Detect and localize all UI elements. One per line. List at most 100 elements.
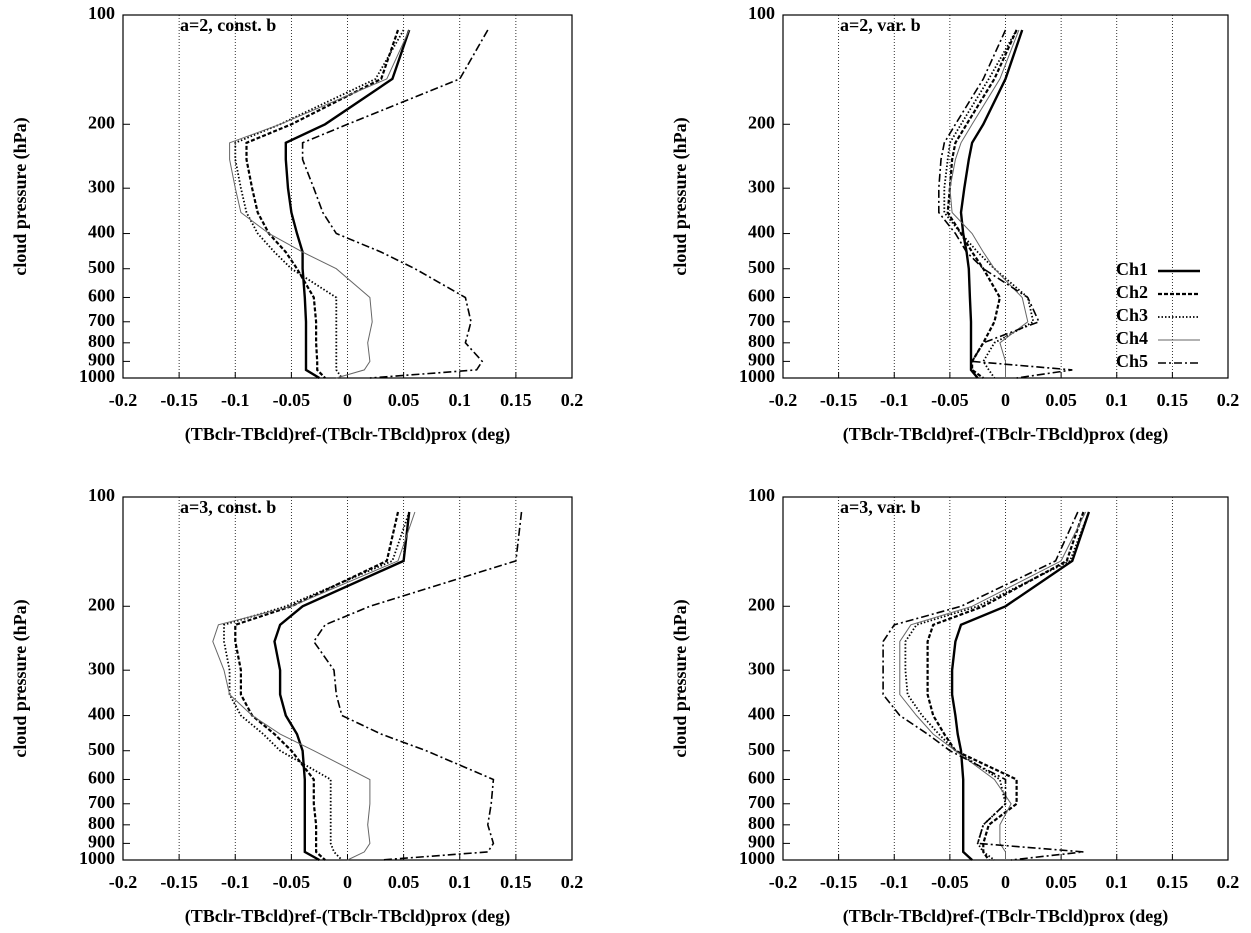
y-tick-label: 900 — [88, 832, 115, 852]
x-tick-label: 0.2 — [561, 390, 584, 410]
y-axis-label: cloud pressure (hPa) — [10, 599, 31, 757]
y-axis-label: cloud pressure (hPa) — [670, 599, 691, 757]
x-tick-label: 0.15 — [1157, 390, 1189, 410]
series-line — [959, 29, 1024, 379]
series-line — [284, 29, 411, 380]
x-tick-label: -0.15 — [160, 390, 198, 410]
x-tick-label: 0.05 — [388, 872, 420, 892]
legend-label: Ch2 — [1116, 282, 1148, 302]
plot-frame — [122, 14, 573, 379]
y-tick-label: 1000 — [739, 848, 775, 868]
y-tick-label: 600 — [88, 768, 115, 788]
x-tick-label: 0.2 — [1217, 390, 1240, 410]
series-line — [938, 29, 1073, 379]
annotation: a=2, const. b — [180, 15, 276, 35]
series-line — [301, 29, 489, 379]
y-tick-label: 700 — [748, 792, 775, 812]
y-tick-label: 600 — [748, 768, 775, 788]
series-line — [950, 511, 1091, 861]
y-tick-label: 100 — [88, 485, 115, 505]
y-tick-label: 700 — [88, 792, 115, 812]
series-line — [229, 29, 410, 379]
series-line — [234, 29, 405, 379]
x-tick-label: -0.05 — [273, 872, 311, 892]
series-line — [273, 511, 411, 862]
series-line — [949, 29, 1029, 378]
x-tick-label: -0.1 — [880, 390, 909, 410]
x-axis-label: (TBclr-TBcld)ref-(TBclr-TBcld)prox (deg) — [185, 424, 510, 445]
y-tick-label: 800 — [748, 813, 775, 833]
x-tick-label: -0.1 — [221, 390, 250, 410]
x-tick-label: 0.1 — [1106, 872, 1129, 892]
annotation: a=3, const. b — [180, 497, 276, 517]
legend-label: Ch5 — [1116, 351, 1148, 371]
x-tick-label: -0.2 — [109, 872, 138, 892]
series-line — [943, 29, 1035, 379]
y-tick-label: 300 — [748, 176, 775, 196]
y-tick-label: 200 — [748, 112, 775, 132]
x-tick-label: 0.1 — [449, 390, 472, 410]
x-tick-label: 0.1 — [449, 872, 472, 892]
x-tick-label: 0 — [1001, 390, 1010, 410]
x-tick-label: -0.05 — [931, 390, 969, 410]
x-tick-label: 0.15 — [500, 390, 532, 410]
x-tick-label: -0.05 — [273, 390, 311, 410]
y-tick-label: 700 — [88, 310, 115, 330]
x-tick-label: -0.1 — [880, 872, 909, 892]
x-tick-label: -0.2 — [109, 390, 138, 410]
y-tick-label: 500 — [88, 257, 115, 277]
y-tick-label: 300 — [748, 658, 775, 678]
x-tick-label: 0 — [343, 390, 352, 410]
y-tick-label: 400 — [88, 222, 115, 242]
x-tick-label: 0 — [343, 872, 352, 892]
legend-label: Ch1 — [1116, 259, 1148, 279]
y-tick-label: 800 — [88, 331, 115, 351]
x-tick-label: -0.2 — [769, 390, 798, 410]
y-tick-label: 300 — [88, 176, 115, 196]
y-tick-label: 600 — [88, 286, 115, 306]
x-tick-label: -0.1 — [221, 872, 250, 892]
series-line — [904, 511, 1090, 861]
x-tick-label: 0.2 — [561, 872, 584, 892]
y-tick-label: 1000 — [79, 366, 115, 386]
y-tick-label: 500 — [88, 739, 115, 759]
y-tick-label: 800 — [88, 813, 115, 833]
x-tick-label: -0.15 — [820, 872, 858, 892]
y-tick-label: 500 — [748, 739, 775, 759]
series-line — [926, 511, 1085, 861]
y-tick-label: 100 — [748, 3, 775, 23]
x-tick-label: 0.2 — [1217, 872, 1240, 892]
y-tick-label: 500 — [748, 257, 775, 277]
y-tick-label: 400 — [88, 704, 115, 724]
y-tick-label: 200 — [748, 594, 775, 614]
y-tick-label: 400 — [748, 222, 775, 242]
y-tick-label: 100 — [88, 3, 115, 23]
x-tick-label: -0.05 — [931, 872, 969, 892]
y-axis-label: cloud pressure (hPa) — [670, 117, 691, 275]
annotation: a=2, var. b — [840, 15, 921, 35]
y-tick-label: 100 — [748, 485, 775, 505]
x-axis-label: (TBclr-TBcld)ref-(TBclr-TBcld)prox (deg) — [185, 906, 510, 927]
x-tick-label: -0.15 — [160, 872, 198, 892]
x-tick-label: 0.05 — [1045, 872, 1077, 892]
x-tick-label: -0.2 — [769, 872, 798, 892]
y-tick-label: 200 — [88, 112, 115, 132]
y-tick-label: 400 — [748, 704, 775, 724]
series-line — [882, 511, 1084, 861]
x-tick-label: 0.15 — [1157, 872, 1189, 892]
y-tick-label: 1000 — [79, 848, 115, 868]
annotation: a=3, var. b — [840, 497, 921, 517]
y-tick-label: 1000 — [739, 366, 775, 386]
y-tick-label: 300 — [88, 658, 115, 678]
y-tick-label: 900 — [748, 350, 775, 370]
y-tick-label: 200 — [88, 594, 115, 614]
x-tick-label: -0.15 — [820, 390, 858, 410]
series-line — [212, 511, 416, 861]
series-line — [312, 511, 523, 861]
y-tick-label: 700 — [748, 310, 775, 330]
series-line — [899, 511, 1087, 860]
x-axis-label: (TBclr-TBcld)ref-(TBclr-TBcld)prox (deg) — [843, 906, 1168, 927]
y-tick-label: 600 — [748, 286, 775, 306]
